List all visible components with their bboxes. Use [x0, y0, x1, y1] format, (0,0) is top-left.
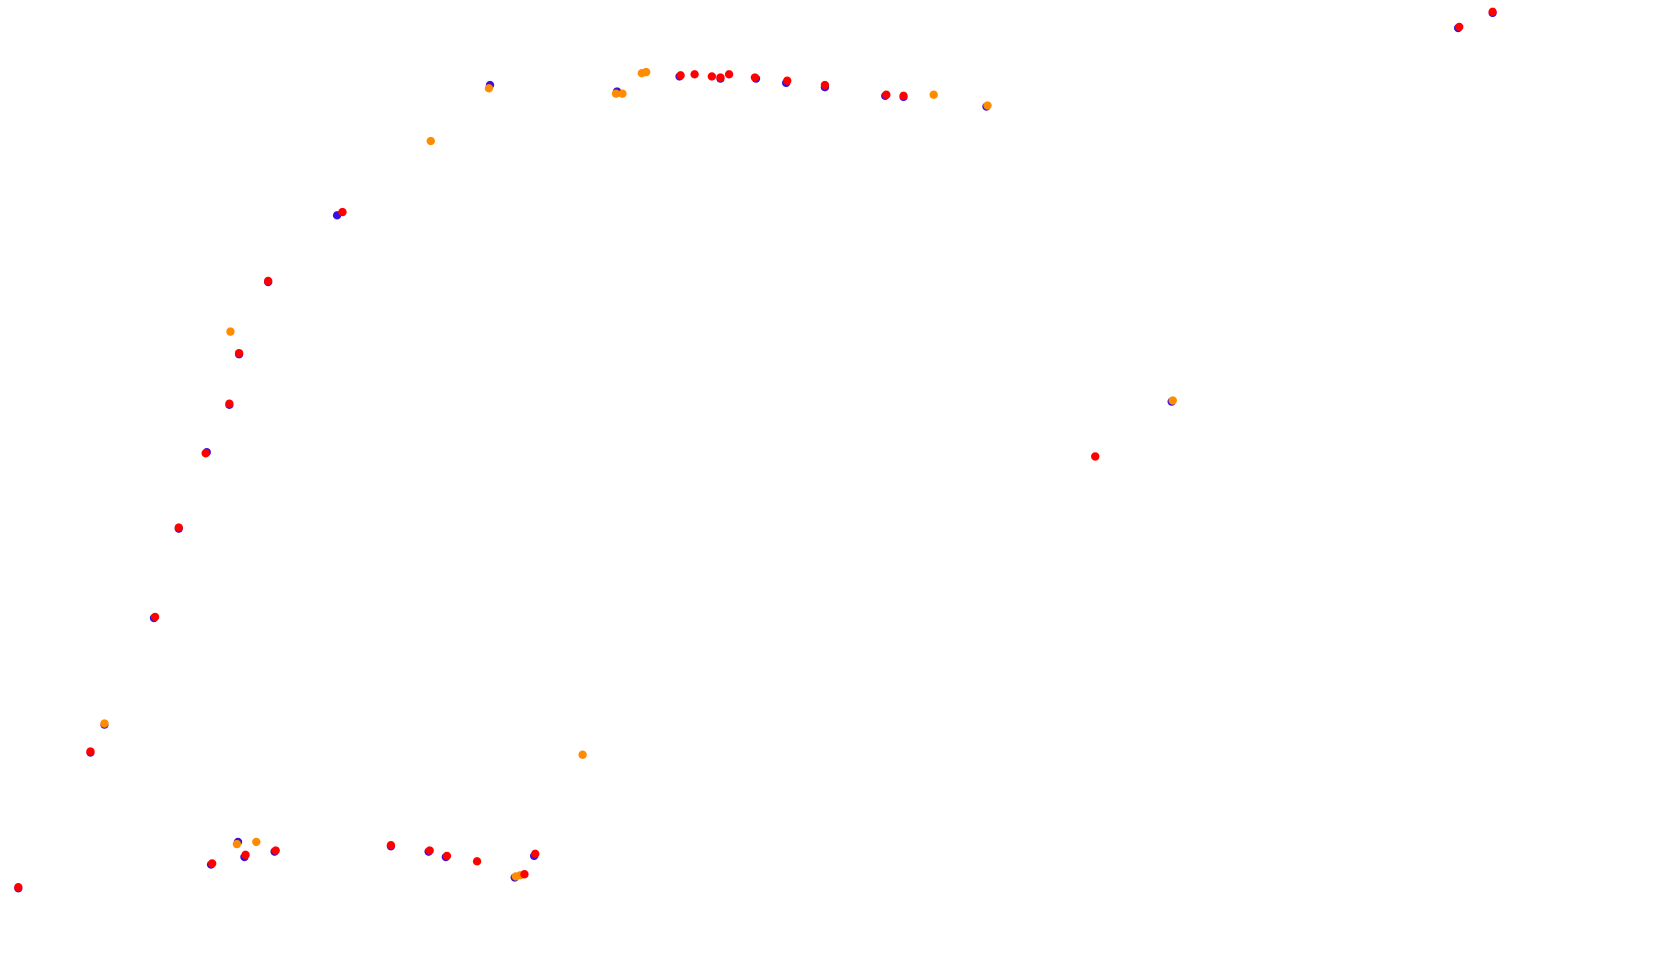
point [207, 859, 217, 868]
point [426, 136, 435, 146]
point [1168, 396, 1177, 405]
point [899, 91, 908, 101]
point [983, 101, 992, 110]
point [929, 90, 938, 99]
point [232, 839, 242, 849]
point [882, 90, 891, 99]
point [472, 857, 482, 866]
point [174, 523, 183, 532]
point [618, 89, 627, 98]
point [611, 89, 621, 98]
point [1455, 22, 1464, 32]
point [234, 348, 244, 358]
point [386, 840, 396, 850]
point [1488, 7, 1497, 17]
point [820, 80, 830, 90]
point [252, 837, 261, 847]
point [442, 851, 452, 861]
point [531, 849, 540, 858]
point [641, 67, 651, 77]
point [271, 846, 280, 855]
point [724, 70, 734, 79]
point [338, 207, 347, 217]
point [707, 72, 717, 81]
point [750, 73, 760, 82]
point [676, 71, 685, 80]
point [690, 70, 699, 79]
point [241, 850, 250, 860]
point [484, 84, 494, 93]
point [783, 76, 792, 85]
point [226, 327, 235, 336]
point [716, 73, 725, 82]
point [225, 399, 234, 408]
point [201, 449, 210, 458]
point [578, 750, 587, 759]
point [263, 276, 273, 286]
point [425, 846, 434, 855]
point [1091, 452, 1100, 461]
point [14, 882, 23, 892]
point [86, 747, 95, 756]
point [100, 719, 109, 728]
point [150, 612, 160, 622]
point [520, 870, 529, 879]
